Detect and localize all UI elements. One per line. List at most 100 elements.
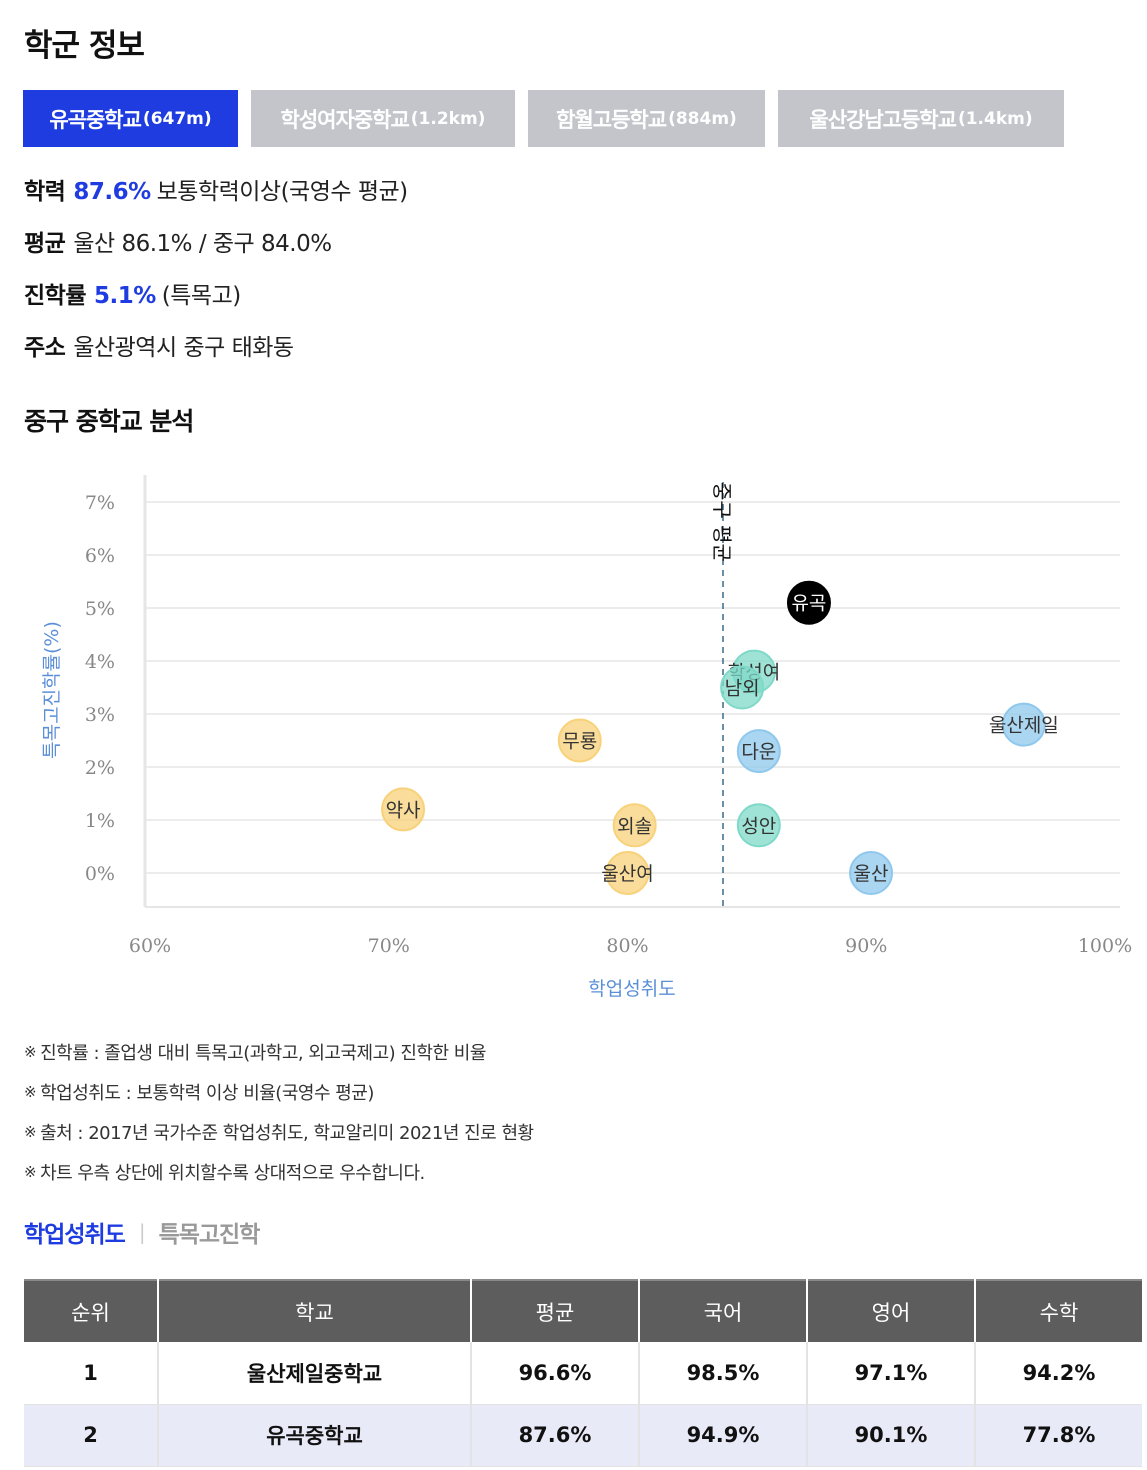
y-tick-label: 0% xyxy=(85,863,115,885)
x-tick-label: 70% xyxy=(368,935,410,957)
note-mark: ※ xyxy=(24,1043,37,1061)
info-average-desc: 울산 86.1% / 중구 84.0% xyxy=(73,231,332,257)
tab-school-2[interactable]: 함월고등학교 (884m) xyxy=(528,90,765,147)
tab-school-distance: (1.4km) xyxy=(957,108,1033,129)
y-tick-label: 4% xyxy=(85,651,115,673)
col-header-school: 학교 xyxy=(158,1280,472,1342)
y-axis-title: 특목고진학률(%) xyxy=(41,621,63,759)
info-address-desc: 울산광역시 중구 태화동 xyxy=(73,335,294,361)
x-tick-label: 100% xyxy=(1078,935,1132,957)
info-academic-value: 87.6% xyxy=(73,179,151,205)
y-tick-label: 2% xyxy=(85,757,115,779)
note-text: 진학률 : 졸업생 대비 특목고(과학고, 외고국제고) 진학한 비율 xyxy=(40,1043,486,1064)
school-tabs: 유곡중학교 (647m) 학성여자중학교 (1.2km) 함월고등학교 (884m) … xyxy=(23,90,1064,147)
cell-math: 77.8% xyxy=(975,1404,1142,1467)
y-tick-label: 7% xyxy=(85,492,115,514)
analysis-title: 중구 중학교 분석 xyxy=(24,407,194,436)
notes-list: ※ 진학률 : 졸업생 대비 특목고(과학고, 외고국제고) 진학한 비율 ※ 학업… xyxy=(24,1032,534,1192)
data-point-label: 외솔 xyxy=(617,815,652,837)
note-item: ※ 진학률 : 졸업생 대비 특목고(과학고, 외고국제고) 진학한 비율 xyxy=(24,1032,534,1072)
info-address-label: 주소 xyxy=(24,335,66,361)
data-point xyxy=(381,787,426,832)
note-mark: ※ xyxy=(24,1163,37,1181)
info-academic: 학력 87.6% 보통학력이상(국영수 평균) xyxy=(24,172,408,206)
tab-school-name: 울산강남고등학교 xyxy=(809,107,957,132)
data-point xyxy=(720,665,765,710)
data-point-label: 울산여 xyxy=(601,863,653,885)
x-tick-label: 60% xyxy=(129,935,171,957)
note-item: ※ 출처 : 2017년 국가수준 학업성취도, 학교알리미 2021년 진로 현… xyxy=(24,1112,534,1152)
note-item: ※ 차트 우측 상단에 위치할수록 상대적으로 우수합니다. xyxy=(24,1152,534,1192)
col-header-math: 수학 xyxy=(975,1280,1142,1342)
col-header-english: 영어 xyxy=(807,1280,976,1342)
reference-line-label: 중구 평균 xyxy=(710,482,734,562)
tab-academic-achievement[interactable]: 학업성취도 xyxy=(24,1222,126,1248)
ranking-table: 순위 학교 평균 국어 영어 수학 1 울산제일중학교 96.6% 98.5% … xyxy=(24,1279,1142,1467)
cell-school: 울산제일중학교 xyxy=(158,1342,472,1405)
table-row-highlighted: 2 유곡중학교 87.6% 94.9% 90.1% 77.8% xyxy=(24,1404,1142,1467)
col-header-korean: 국어 xyxy=(639,1280,808,1342)
y-tick-label: 5% xyxy=(85,598,115,620)
ranking-tabs: 학업성취도 | 특목고진학 xyxy=(24,1215,261,1249)
note-text: 학업성취도 : 보통학력 이상 비율(국영수 평균) xyxy=(40,1083,374,1104)
data-point xyxy=(736,803,781,848)
note-item: ※ 학업성취도 : 보통학력 이상 비율(국영수 평균) xyxy=(24,1072,534,1112)
tab-school-0[interactable]: 유곡중학교 (647m) xyxy=(23,90,238,147)
data-point-label: 다운 xyxy=(741,741,776,763)
cell-rank: 1 xyxy=(24,1342,159,1405)
data-point-label: 유곡 xyxy=(791,593,826,615)
info-average-label: 평균 xyxy=(24,231,66,257)
data-point-label: 무룡 xyxy=(562,731,597,753)
page-title: 학군 정보 xyxy=(24,28,145,64)
note-mark: ※ xyxy=(24,1083,37,1101)
data-point-label: 울산 xyxy=(854,863,889,885)
tab-school-name: 학성여자중학교 xyxy=(280,107,410,132)
note-text: 출처 : 2017년 국가수준 학업성취도, 학교알리미 2021년 진로 현황 xyxy=(40,1123,534,1144)
tab-school-1[interactable]: 학성여자중학교 (1.2km) xyxy=(251,90,515,147)
data-point xyxy=(612,803,657,848)
col-header-rank: 순위 xyxy=(24,1280,159,1342)
x-tick-label: 80% xyxy=(606,935,648,957)
info-advance: 진학률 5.1% (특목고) xyxy=(24,276,241,310)
info-advance-desc: (특목고) xyxy=(161,283,241,309)
data-point xyxy=(786,580,831,625)
cell-english: 90.1% xyxy=(807,1404,976,1467)
info-address: 주소 울산광역시 중구 태화동 xyxy=(24,328,294,362)
cell-math: 94.2% xyxy=(975,1342,1142,1405)
tab-school-distance: (1.2km) xyxy=(410,108,486,129)
info-advance-value: 5.1% xyxy=(93,283,156,309)
tab-school-3[interactable]: 울산강남고등학교 (1.4km) xyxy=(778,90,1064,147)
data-point-label: 성안 xyxy=(741,815,776,837)
cell-average: 96.6% xyxy=(471,1342,640,1405)
data-point xyxy=(557,718,602,763)
cell-english: 97.1% xyxy=(807,1342,976,1405)
data-point-label: 울산제일 xyxy=(989,715,1059,737)
info-average: 평균 울산 86.1% / 중구 84.0% xyxy=(24,224,332,258)
tab-school-name: 함월고등학교 xyxy=(556,107,667,132)
y-tick-label: 6% xyxy=(85,545,115,567)
tab-special-school-advance[interactable]: 특목고진학 xyxy=(158,1222,261,1248)
cell-korean: 94.9% xyxy=(639,1404,808,1467)
data-point xyxy=(736,729,781,774)
data-point xyxy=(605,851,650,895)
data-point xyxy=(849,851,894,895)
scatter-chart: 0% 1% 2% 3% 4% 5% 6% 7% 60% 70% 80% 90% 100% 학업성취도 특목고… xyxy=(41,475,1132,1000)
cell-rank: 2 xyxy=(24,1404,159,1467)
y-tick-label: 1% xyxy=(85,810,115,832)
x-axis-title: 학업성취도 xyxy=(588,978,675,1000)
table-header-row: 순위 학교 평균 국어 영어 수학 xyxy=(24,1280,1142,1342)
col-header-average: 평균 xyxy=(471,1280,640,1342)
cell-korean: 98.5% xyxy=(639,1342,808,1405)
data-point-label: 약사 xyxy=(386,799,421,821)
info-academic-desc: 보통학력이상(국영수 평균) xyxy=(156,179,409,205)
tab-school-distance: (884m) xyxy=(668,108,737,129)
info-academic-label: 학력 xyxy=(24,179,66,205)
data-point xyxy=(1001,702,1046,747)
note-text: 차트 우측 상단에 위치할수록 상대적으로 우수합니다. xyxy=(40,1163,425,1184)
data-point-label: 남외 xyxy=(725,678,760,700)
tab-school-name: 유곡중학교 xyxy=(49,107,142,132)
tab-divider: | xyxy=(138,1220,146,1244)
info-advance-label: 진학률 xyxy=(24,283,86,309)
x-tick-label: 90% xyxy=(845,935,887,957)
cell-average: 87.6% xyxy=(471,1404,640,1467)
